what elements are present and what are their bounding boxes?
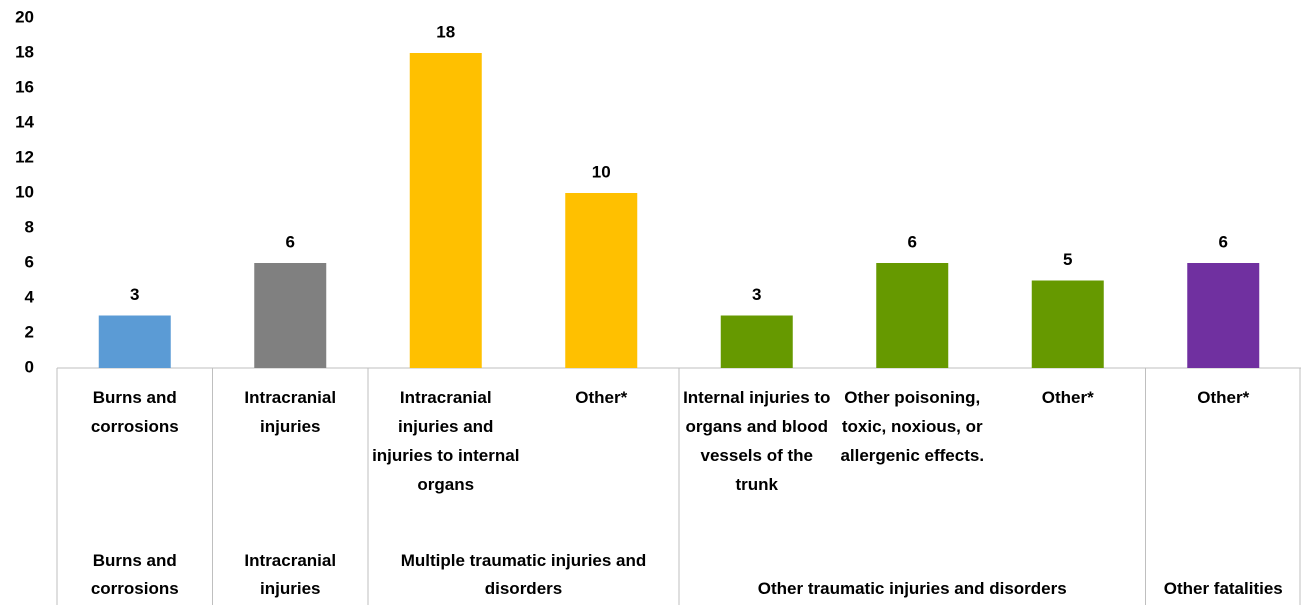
y-tick-label: 0: [25, 357, 34, 376]
y-tick-label: 16: [15, 77, 34, 96]
y-tick-label: 2: [25, 322, 34, 341]
bar: [1031, 280, 1104, 368]
group-label: Other fatalities: [1163, 579, 1283, 598]
bar: [254, 263, 327, 368]
x-tick-label: Burns and corrosions: [90, 388, 179, 436]
bar: [1187, 263, 1260, 368]
value-label: 6: [1219, 232, 1228, 251]
bar: [720, 315, 793, 368]
value-label: 5: [1063, 250, 1072, 269]
x-tick-label: Other*: [1197, 388, 1250, 407]
bar: [98, 315, 171, 368]
x-tick-label: Other*: [1041, 388, 1094, 407]
x-tick-label: Internal injuries to organs and blood ve…: [683, 388, 831, 494]
group-label: Other traumatic injuries and disorders: [757, 579, 1067, 598]
y-tick-label: 6: [25, 252, 34, 271]
value-label: 3: [130, 285, 139, 304]
group-label: Burns and corrosions: [90, 551, 179, 598]
x-tick-label: Intracranial injuries: [244, 388, 337, 436]
bar: [876, 263, 949, 368]
y-tick-label: 4: [25, 287, 35, 306]
y-tick-label: 18: [15, 42, 34, 61]
y-tick-label: 12: [15, 147, 34, 166]
y-tick-label: 20: [15, 7, 34, 26]
x-tick-label: Other poisoning, toxic, noxious, or alle…: [840, 388, 985, 465]
value-label: 6: [908, 232, 917, 251]
value-label: 6: [286, 232, 295, 251]
x-tick-label: Other*: [575, 388, 628, 407]
bar: [565, 193, 638, 368]
value-label: 18: [436, 22, 455, 41]
y-tick-label: 10: [15, 182, 34, 201]
group-label: Intracranial injuries: [244, 551, 337, 598]
group-label: Multiple traumatic injuries and disorder…: [400, 551, 647, 598]
bar: [409, 53, 482, 368]
x-tick-label: Intracranial injuries and injuries to in…: [372, 388, 520, 494]
value-label: 10: [592, 162, 611, 181]
value-label: 3: [752, 285, 761, 304]
y-tick-label: 8: [25, 217, 34, 236]
y-tick-label: 14: [15, 112, 34, 131]
